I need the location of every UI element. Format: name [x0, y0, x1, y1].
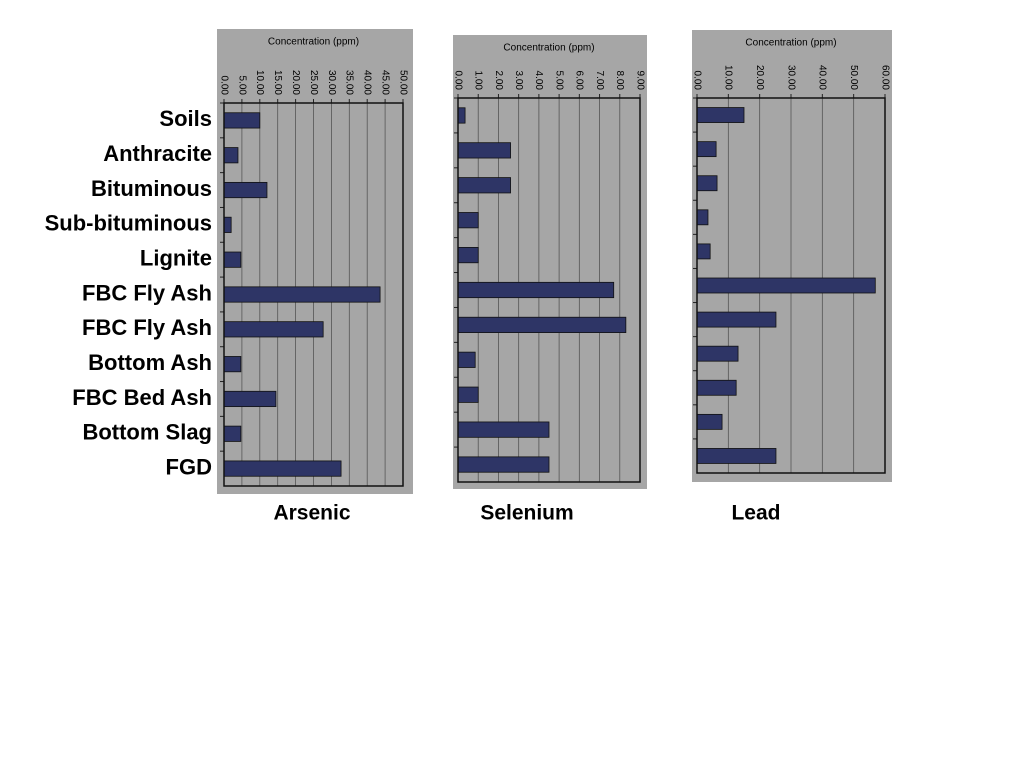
x-tick-label: 9.00: [634, 71, 645, 91]
x-tick-label: 5.00: [236, 76, 247, 96]
category-label: Sub-bituminous: [45, 211, 212, 236]
bar: [696, 141, 717, 158]
bar: [457, 316, 627, 333]
x-tick-label: 45.00: [379, 70, 390, 95]
x-tick-label: 1.00: [473, 71, 484, 91]
bar: [696, 311, 777, 328]
x-tick-label: 8.00: [614, 71, 625, 91]
bar: [223, 112, 261, 129]
x-tick-label: 60.00: [879, 65, 890, 90]
x-tick-label: 40.00: [362, 70, 373, 95]
x-tick-label: 10.00: [723, 65, 734, 90]
x-tick-label: 4.00: [533, 71, 544, 91]
x-tick-label: 20.00: [290, 70, 301, 95]
x-tick-label: 15.00: [272, 70, 283, 95]
bar: [223, 425, 242, 442]
x-tick-label: 50.00: [848, 65, 859, 90]
category-label: FBC Fly Ash: [82, 315, 212, 340]
bar: [457, 386, 479, 403]
bar: [223, 181, 268, 199]
bar: [223, 321, 324, 338]
bar: [696, 243, 711, 260]
category-label: Soils: [159, 106, 212, 131]
axis-title: Concentration (ppm): [268, 37, 359, 48]
bar: [223, 251, 242, 268]
x-tick-label: 35.00: [344, 70, 355, 95]
category-label: FBC Fly Ash: [82, 280, 212, 305]
bar: [223, 286, 381, 303]
category-label: Bottom Ash: [88, 350, 212, 375]
bar: [457, 177, 511, 194]
panel-background: [453, 35, 647, 489]
category-label: Lignite: [140, 245, 212, 270]
category-label: Anthracite: [103, 141, 212, 166]
x-tick-label: 30.00: [785, 65, 796, 90]
bar: [457, 142, 511, 159]
plot-border: [457, 97, 641, 483]
x-tick-label: 50.00: [397, 70, 408, 95]
bar: [457, 456, 550, 473]
bar: [223, 356, 242, 373]
x-tick-label: 0.00: [691, 71, 702, 91]
bar: [457, 212, 479, 229]
bar: [457, 281, 615, 299]
x-tick-label: 25.00: [308, 70, 319, 95]
x-tick-label: 3.00: [513, 71, 524, 91]
x-tick-label: 10.00: [254, 70, 265, 95]
bar: [696, 345, 739, 362]
bar: [696, 277, 876, 294]
chart-label: Selenium: [480, 502, 573, 525]
x-tick-label: 2.00: [493, 71, 504, 91]
bar: [696, 209, 709, 226]
bar: [696, 448, 777, 464]
bar: [223, 147, 239, 164]
x-tick-label: 7.00: [594, 71, 605, 91]
bar: [223, 460, 342, 477]
axis-title: Concentration (ppm): [503, 43, 594, 54]
bar: [457, 107, 466, 124]
x-tick-label: 6.00: [574, 71, 585, 91]
x-tick-label: 0.00: [452, 71, 463, 91]
bar: [457, 351, 476, 368]
bar: [696, 107, 745, 123]
category-label: Bituminous: [91, 176, 212, 201]
x-tick-label: 0.00: [218, 76, 229, 96]
plot-border: [696, 97, 886, 474]
bar: [457, 247, 479, 264]
bar: [696, 413, 723, 430]
x-tick-label: 40.00: [817, 65, 828, 90]
chart-label: Arsenic: [273, 502, 350, 525]
bar: [223, 390, 277, 408]
panel-background: [692, 30, 892, 482]
plot-border: [223, 102, 404, 487]
axis-title: Concentration (ppm): [745, 38, 836, 49]
bar: [457, 421, 550, 438]
panel-background: [217, 29, 413, 494]
x-tick-label: 30.00: [326, 70, 337, 95]
category-label: Bottom Slag: [82, 420, 212, 445]
bar: [696, 379, 737, 396]
x-tick-label: 20.00: [754, 65, 765, 90]
bar: [696, 175, 718, 192]
category-label: FBC Bed Ash: [72, 385, 212, 410]
chart-label: Lead: [731, 502, 780, 525]
category-label: FGD: [166, 454, 212, 479]
x-tick-label: 5.00: [553, 71, 564, 91]
bar: [223, 216, 232, 233]
